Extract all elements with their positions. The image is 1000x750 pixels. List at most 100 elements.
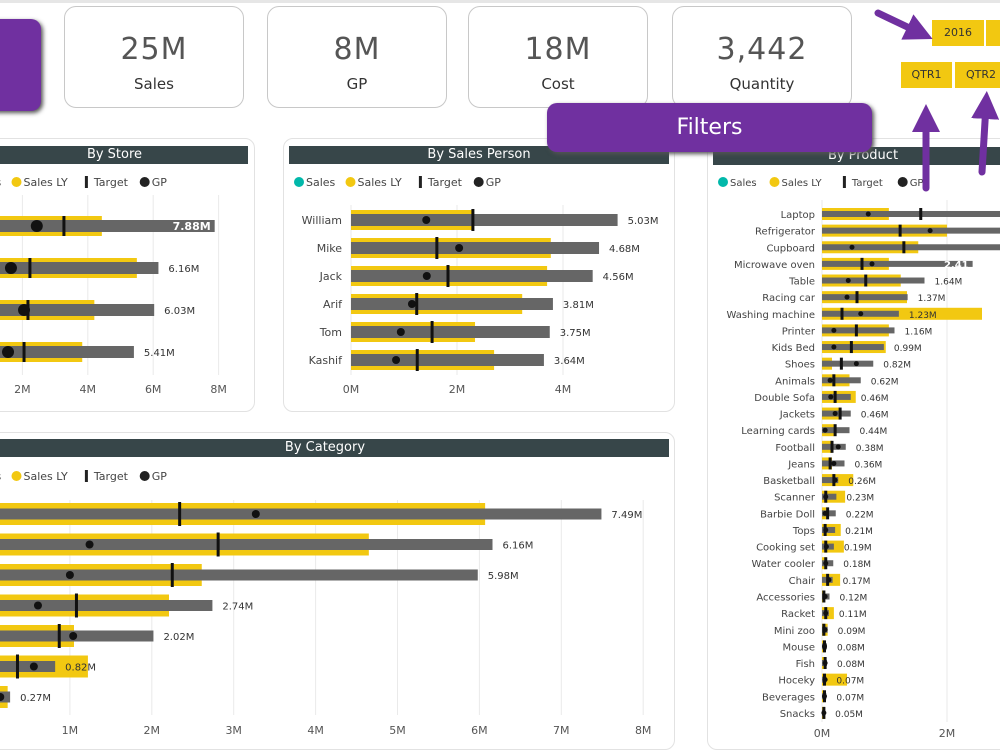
legend-label: Sales: [0, 470, 2, 483]
category-label: Basketball: [763, 476, 815, 487]
value-label: 0.27M: [20, 693, 51, 704]
target-marker: [830, 440, 834, 453]
value-label: 2.02M: [163, 632, 194, 643]
gp-marker: [865, 211, 871, 217]
category-label: William: [302, 214, 342, 227]
target-marker: [832, 374, 836, 387]
target-marker: [833, 390, 837, 403]
slicer-qtr2[interactable]: QTR2: [955, 62, 1000, 88]
target-marker: [855, 291, 859, 304]
sales-bar: [351, 326, 550, 338]
value-label: 0.21M: [845, 527, 873, 537]
category-label: Jack: [319, 270, 343, 283]
gp-marker: [33, 601, 42, 610]
target-marker: [28, 258, 32, 278]
value-label: 5.98M: [488, 571, 519, 582]
value-label: 6.03M: [164, 306, 195, 317]
value-label: 3.81M: [563, 300, 594, 311]
top-border: [0, 0, 1000, 3]
legend-gp-marker: [139, 471, 150, 481]
slicer-qtr1[interactable]: QTR1: [901, 62, 952, 88]
gp-marker: [822, 427, 828, 433]
legend-gp-marker: [897, 177, 908, 187]
sales-bar: [0, 220, 215, 232]
sales-bar: [0, 539, 493, 550]
gp-marker: [407, 300, 416, 308]
slicer-year-next[interactable]: [986, 20, 1000, 46]
gp-marker: [822, 510, 828, 516]
value-label: 6.16M: [503, 541, 534, 552]
category-label: Fish: [796, 659, 815, 670]
value-label: 0.62M: [871, 377, 899, 387]
sales-bar: [351, 354, 544, 366]
sales-bar: [822, 211, 1000, 217]
category-label: Washing machine: [726, 310, 815, 321]
sales-bar: [0, 600, 213, 611]
legend-target-marker: [418, 176, 422, 188]
gp-marker: [396, 328, 405, 336]
value-label: 0.82M: [883, 361, 911, 371]
value-label: 0.46M: [861, 394, 889, 404]
category-label: Printer: [782, 326, 816, 337]
legend-label: Sales: [730, 178, 757, 189]
sales-bar: [351, 214, 618, 226]
target-marker: [15, 654, 19, 679]
category-label: Racket: [781, 609, 815, 620]
target-marker: [864, 274, 868, 287]
value-label: 0.08M: [837, 643, 865, 653]
axis-tick-label: 8M: [635, 724, 652, 737]
sales-bar: [822, 327, 895, 334]
axis-tick-label: 0M: [814, 727, 831, 740]
legend-sales-marker: [718, 177, 728, 187]
legend-target-marker: [84, 470, 88, 482]
axis-tick-label: 2M: [939, 727, 956, 740]
value-label: 0.23M: [846, 494, 874, 504]
target-marker: [74, 593, 78, 618]
sales-bar: [822, 526, 836, 533]
gp-marker: [845, 278, 851, 284]
sales-bar: [351, 270, 593, 282]
value-label: 6.16M: [168, 264, 199, 275]
filters-annotation: Filters: [547, 103, 872, 152]
gp-marker: [822, 627, 828, 633]
sales-ly-bar: [822, 673, 847, 686]
target-marker: [854, 324, 858, 337]
value-label: 4.56M: [603, 272, 634, 283]
gp-marker: [85, 540, 94, 549]
kpi-label: GP: [346, 75, 368, 93]
legend-gp-marker: [139, 177, 150, 187]
gp-marker: [823, 544, 829, 550]
legend-label: Sales LY: [782, 178, 823, 189]
kpi-card-gp: 8M GP: [267, 6, 447, 108]
sales-bar: [0, 661, 56, 672]
category-label: Refrigerator: [755, 227, 816, 238]
category-label: Chair: [789, 576, 816, 587]
target-marker: [838, 407, 842, 420]
sales-bar: [822, 227, 1000, 234]
value-label: 1.37M: [918, 294, 946, 304]
target-marker: [828, 457, 832, 470]
value-label: 4.68M: [609, 244, 640, 255]
gp-marker: [30, 220, 43, 232]
slicer-year-2016[interactable]: 2016: [932, 20, 984, 46]
axis-tick-label: 2M: [144, 724, 161, 737]
gp-marker: [0, 693, 5, 701]
value-label: 0.11M: [839, 610, 867, 620]
legend-sales-ly-marker: [769, 177, 780, 187]
sales-bar: [0, 346, 134, 358]
category-label: Tops: [792, 526, 815, 537]
sales-bar: [822, 244, 1000, 251]
target-marker: [415, 349, 419, 371]
gp-marker: [832, 477, 838, 483]
sales-bar: [822, 493, 837, 500]
axis-tick-label: 5M: [389, 724, 406, 737]
sales-bar: [0, 304, 155, 316]
category-label: Mini zoo: [774, 626, 815, 637]
target-marker: [898, 224, 902, 237]
axis-tick-label: 0M: [343, 383, 360, 396]
legend-label: GP: [152, 470, 168, 483]
sales-bar: [822, 477, 839, 484]
gp-marker: [69, 632, 78, 640]
target-marker: [415, 293, 419, 315]
